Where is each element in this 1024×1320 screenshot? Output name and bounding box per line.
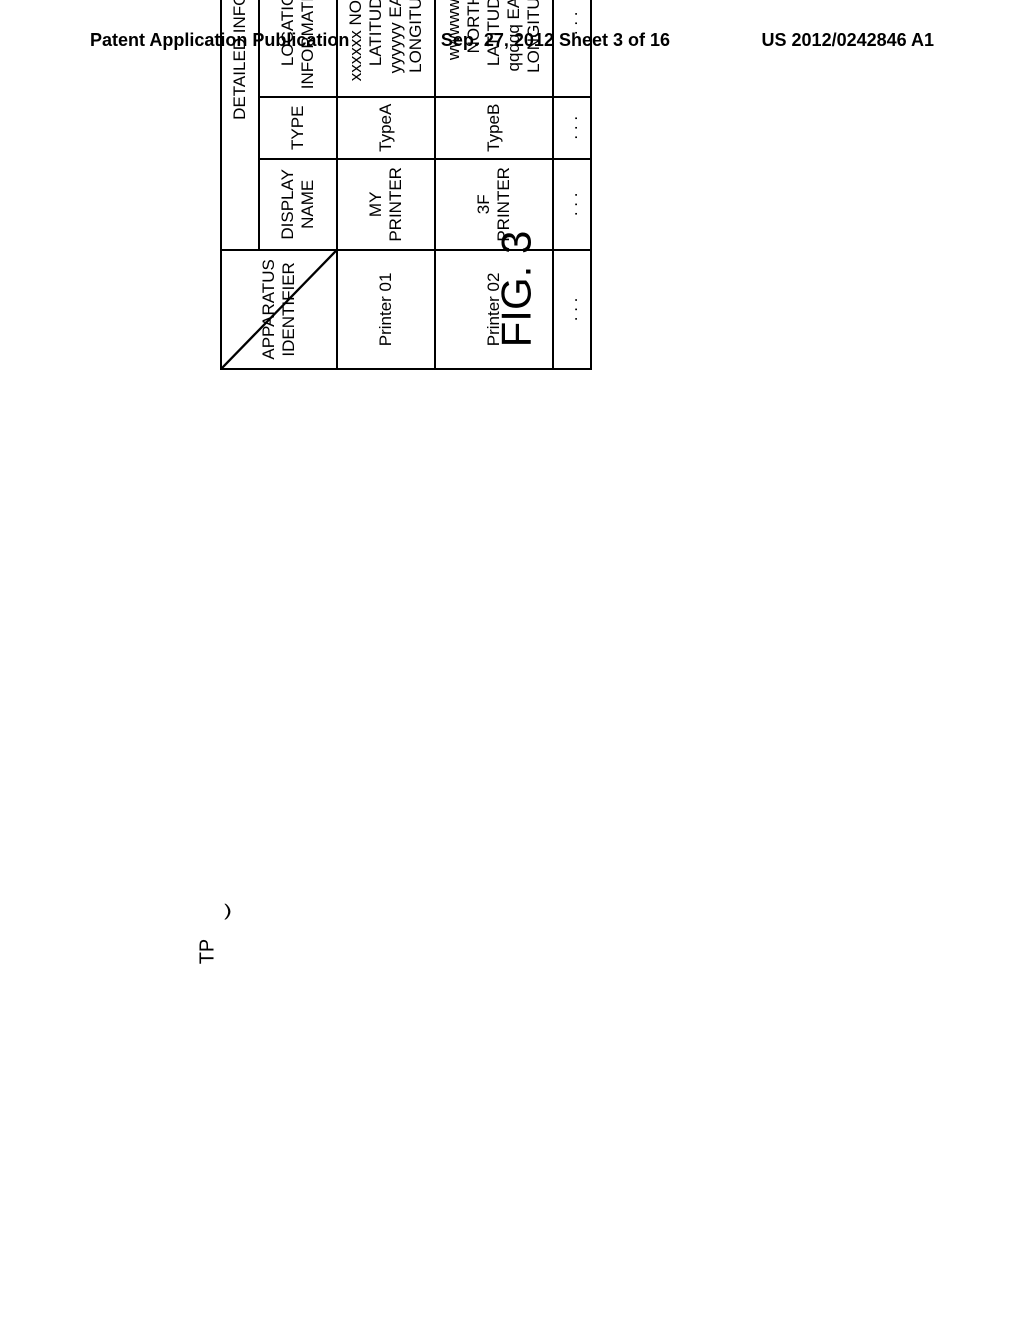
cell-id: Printer 01	[337, 250, 435, 369]
apparatus-identifier-header-text: APPARATUS IDENTIFIER	[259, 257, 299, 362]
table-pointer-label: TP	[196, 939, 219, 965]
table-row: . . . . . . . . . . . . . . . . . .	[553, 0, 591, 369]
cell-display-name: . . .	[553, 159, 591, 250]
table-header-row-1: APPARATUS IDENTIFIER DETAILED INFORMATIO…	[221, 0, 259, 369]
table-row: Printer 01 MY PRINTER TypeA xxxxxx NORTH…	[337, 0, 435, 369]
cell-type: TypeB	[435, 97, 553, 159]
header-right: US 2012/0242846 A1	[762, 30, 934, 51]
cell-loc1: xxxxxx NORTH LATITUDE, yyyyyy EAST LONGI…	[337, 0, 435, 97]
cell-id: Printer 02	[435, 250, 553, 369]
col-display-name: DISPLAY NAME	[259, 159, 337, 250]
cell-type: . . .	[553, 97, 591, 159]
apparatus-table-container: APPARATUS IDENTIFIER DETAILED INFORMATIO…	[220, 0, 592, 370]
cell-display-name: MY PRINTER	[337, 159, 435, 250]
apparatus-table: APPARATUS IDENTIFIER DETAILED INFORMATIO…	[220, 0, 592, 370]
table-pointer-brace: ⏝	[197, 903, 230, 919]
apparatus-identifier-header: APPARATUS IDENTIFIER	[221, 250, 337, 369]
cell-id: . . .	[553, 250, 591, 369]
cell-loc1: . . .	[553, 0, 591, 97]
cell-type: TypeA	[337, 97, 435, 159]
col-type: TYPE	[259, 97, 337, 159]
detailed-info-header: DETAILED INFORMATION ON APPARATUS	[221, 0, 259, 250]
cell-loc1: wwwwww NORTH LATITUDE, qqqqq EAST LONGIT…	[435, 0, 553, 97]
cell-display-name: 3F PRINTER	[435, 159, 553, 250]
table-row: Printer 02 3F PRINTER TypeB wwwwww NORTH…	[435, 0, 553, 369]
col-loc1: LOCATION INFORMATION 1	[259, 0, 337, 97]
